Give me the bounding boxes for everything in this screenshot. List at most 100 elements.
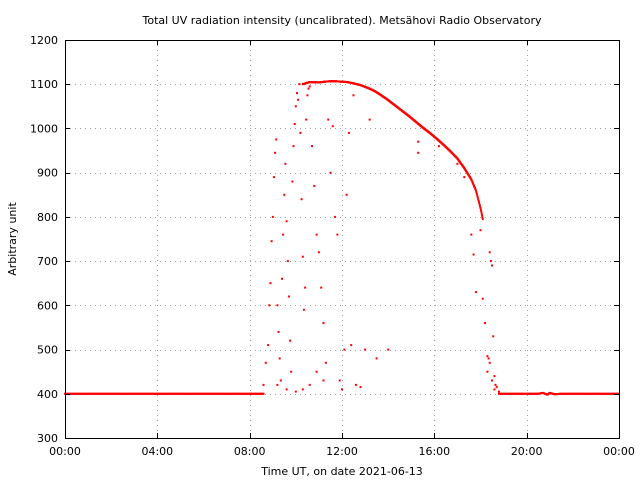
scatter-point: [285, 388, 288, 391]
scatter-point: [311, 145, 313, 148]
scatter-point: [270, 240, 273, 243]
scatter-point: [368, 118, 371, 121]
scatter-point: [474, 291, 477, 294]
envelope-point: [472, 183, 475, 186]
chart-title: Total UV radiation intensity (uncalibrat…: [142, 14, 542, 27]
scatter-point: [299, 131, 302, 134]
scatter-point: [364, 348, 367, 351]
scatter-point: [488, 251, 491, 254]
envelope-point: [473, 184, 475, 187]
scatter-point: [375, 357, 378, 360]
scatter-point: [495, 386, 498, 389]
scatter-point: [291, 180, 294, 183]
y-tick-label: 700: [37, 255, 58, 268]
scatter-point: [284, 162, 287, 165]
scatter-point: [289, 339, 292, 342]
y-tick-label: 300: [37, 432, 58, 445]
scatter-point: [302, 308, 305, 311]
envelope-point: [476, 194, 479, 197]
scatter-point: [387, 348, 390, 351]
scatter-point: [313, 184, 316, 187]
envelope-point: [479, 207, 482, 209]
x-tick-label: 08:00: [234, 445, 266, 458]
envelope-point: [481, 218, 484, 221]
y-tick-label: 400: [37, 388, 58, 401]
scatter-point: [292, 145, 295, 148]
scatter-point: [272, 176, 275, 179]
scatter-point: [470, 233, 473, 236]
scatter-point: [290, 370, 293, 373]
envelope-point: [477, 198, 480, 201]
x-tick-label: 04:00: [141, 445, 173, 458]
scatter-point: [341, 388, 343, 391]
scatter-point: [338, 379, 341, 382]
scatter-point: [352, 94, 355, 97]
scatter-point: [491, 264, 493, 267]
scatter-point: [308, 383, 311, 386]
scatter-point: [267, 344, 270, 347]
x-axis-label: Time UT, on date 2021-06-13: [260, 465, 423, 478]
scatter-point: [320, 286, 323, 289]
scatter-point: [359, 386, 362, 389]
scatter-point: [300, 198, 303, 201]
y-axis-label: Arbitrary unit: [6, 202, 19, 276]
scatter-point: [293, 123, 296, 125]
scatter-point: [491, 379, 493, 382]
scatter-point: [301, 388, 304, 391]
scatter-point: [287, 295, 290, 298]
scatter-point: [285, 220, 288, 223]
scatter-point: [481, 297, 484, 300]
scatter-point: [345, 193, 348, 196]
envelope-point: [475, 191, 478, 194]
scatter-point: [437, 145, 440, 148]
scatter-point: [486, 355, 489, 358]
envelope-point: [474, 187, 476, 190]
scatter-point: [347, 131, 350, 134]
y-tick-labels: 300 400 500 600 700 800 900 1000 1100 1200: [30, 34, 58, 445]
scatter-point: [456, 162, 459, 165]
scatter-point: [487, 357, 490, 360]
y-tick-label: 1000: [30, 122, 58, 135]
scatter-point: [489, 260, 492, 263]
scatter-point: [324, 361, 327, 364]
scatter-point: [492, 335, 495, 338]
scatter-point: [472, 253, 475, 256]
scatter-point: [308, 85, 311, 88]
scatter-point: [278, 357, 281, 360]
scatter-point: [417, 151, 420, 154]
x-tick-label: 16:00: [418, 445, 450, 458]
scatter-point: [298, 83, 301, 86]
scatter-point: [334, 215, 337, 218]
scatter-point: [281, 277, 283, 280]
scatter-point: [262, 383, 265, 386]
scatter-point: [479, 229, 482, 232]
envelope-point: [478, 203, 481, 206]
envelope-point: [474, 188, 477, 191]
scatter-point: [315, 233, 318, 236]
scatter-point: [283, 193, 286, 196]
scatter-point: [307, 87, 310, 90]
envelope-point: [479, 208, 482, 211]
scatter-point: [271, 215, 274, 218]
scatter-point: [296, 92, 298, 95]
scatter-point: [486, 370, 489, 373]
scatter-point: [301, 255, 304, 258]
baseline-point: [262, 392, 265, 395]
x-tick-label: 12:00: [326, 445, 358, 458]
x-tick-label: 00:00: [49, 445, 81, 458]
scatter-point: [484, 322, 487, 324]
scatter-point: [417, 140, 420, 143]
y-tick-label: 1200: [30, 34, 58, 47]
scatter-point: [463, 176, 466, 179]
scatter-point: [493, 388, 496, 391]
envelope-point: [481, 216, 484, 219]
scatter-point: [493, 375, 496, 378]
envelope-point: [470, 179, 473, 182]
envelope-point: [470, 178, 473, 181]
scatter-point: [494, 383, 497, 386]
scatter-point: [274, 151, 277, 154]
envelope-point: [480, 212, 483, 215]
scatter-point: [294, 390, 297, 393]
scatter-point: [276, 304, 279, 307]
